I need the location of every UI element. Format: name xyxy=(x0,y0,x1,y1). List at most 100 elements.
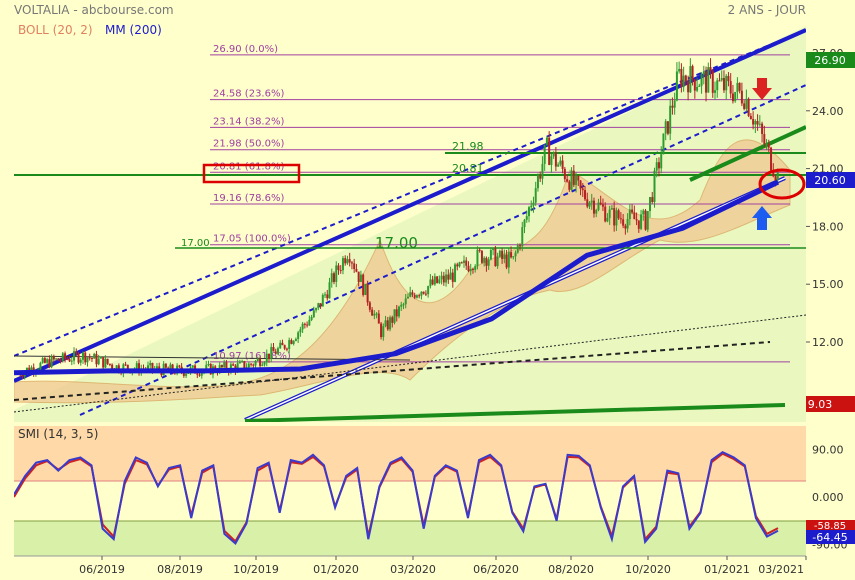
x-tick-label: 03/2021 xyxy=(758,563,804,576)
candle-body xyxy=(359,274,362,282)
candle-body xyxy=(725,75,728,91)
candle-body xyxy=(50,356,53,368)
candle-body xyxy=(263,362,266,365)
smi-tick-label: 90.00 xyxy=(812,444,844,457)
candle-body xyxy=(675,71,678,101)
black-dashed-trend xyxy=(14,341,771,401)
candle-body xyxy=(207,363,210,365)
candle-body xyxy=(81,352,84,360)
candle-body xyxy=(104,358,107,368)
candle-body xyxy=(292,340,295,344)
x-tick-label: 10/2019 xyxy=(233,563,279,576)
candle-body xyxy=(324,294,327,296)
candle-body xyxy=(243,361,246,369)
candle-body xyxy=(357,271,360,282)
candle-body xyxy=(552,152,555,157)
candle-body xyxy=(223,362,226,368)
fib-level-label: 26.90 (0.0%) xyxy=(213,44,278,55)
candle-body xyxy=(767,143,770,148)
candle-body xyxy=(115,365,118,371)
candle-body xyxy=(693,79,696,91)
candle-body xyxy=(294,339,297,341)
last-price-badge xyxy=(806,172,855,188)
candle-body xyxy=(182,371,185,376)
candle-body xyxy=(736,82,739,93)
candle-body xyxy=(196,373,199,375)
candle-body xyxy=(200,371,203,376)
fib-level-label: 23.14 (38.2%) xyxy=(213,116,284,127)
candle-body xyxy=(727,75,730,82)
high-price-badge-text: 26.90 xyxy=(814,54,846,67)
candle-body xyxy=(476,249,479,267)
candle-body xyxy=(566,179,569,182)
bollinger-band xyxy=(14,139,791,404)
candle-body xyxy=(317,303,320,309)
candle-body xyxy=(400,304,403,307)
price-tick-label: 18.00 xyxy=(812,220,844,233)
candle-body xyxy=(561,160,564,169)
legend-moving-average: MM (200) xyxy=(105,23,162,37)
candle-body xyxy=(770,147,773,171)
candle-body xyxy=(355,269,358,272)
candle-body xyxy=(617,210,620,219)
candle-body xyxy=(664,121,667,134)
candle-body xyxy=(707,67,710,93)
candle-body xyxy=(673,100,676,108)
smi-signal-badge xyxy=(806,520,855,530)
candle-body xyxy=(70,360,73,362)
candle-body xyxy=(442,275,445,283)
candle-body xyxy=(297,332,300,340)
candle-body xyxy=(30,367,33,373)
smi-tick-label: 0.000 xyxy=(812,491,844,504)
candle-body xyxy=(525,216,528,220)
candle-body xyxy=(684,75,687,82)
candle-body xyxy=(637,220,640,229)
candle-body xyxy=(474,266,477,270)
support-label-2081: 20.81 xyxy=(452,162,484,175)
fib-level-label: 21.98 (50.0%) xyxy=(213,139,284,150)
candle-body xyxy=(335,265,338,282)
candle-body xyxy=(88,357,91,359)
candle-body xyxy=(371,309,374,316)
candle-body xyxy=(377,313,380,324)
price-tick-label: 15.00 xyxy=(812,278,844,291)
last-price-badge-text: 20.60 xyxy=(814,174,846,187)
candle-body xyxy=(467,265,470,272)
candle-body xyxy=(615,210,618,226)
candle-body xyxy=(575,175,578,185)
candle-body xyxy=(106,358,109,364)
candle-body xyxy=(539,175,542,179)
candle-body xyxy=(738,82,741,91)
candle-body xyxy=(628,209,631,219)
candle-body xyxy=(73,351,76,361)
candle-body xyxy=(449,272,452,280)
candle-body xyxy=(402,304,405,306)
candle-body xyxy=(462,260,465,263)
candle-body xyxy=(624,225,627,229)
x-tick-label: 08/2020 xyxy=(548,563,594,576)
candle-body xyxy=(761,123,764,134)
candle-body xyxy=(39,362,42,370)
candle-body xyxy=(398,306,400,317)
candle-body xyxy=(299,329,302,333)
candle-body xyxy=(570,170,573,190)
candle-body xyxy=(55,358,58,360)
candle-body xyxy=(756,121,759,125)
candle-body xyxy=(492,248,495,251)
candle-body xyxy=(252,364,255,366)
candle-body xyxy=(496,256,499,267)
candle-body xyxy=(93,353,96,359)
candle-body xyxy=(718,80,721,82)
candle-body xyxy=(451,272,454,282)
candle-body xyxy=(754,121,757,125)
candle-body xyxy=(682,75,685,88)
support-label-2198: 21.98 xyxy=(452,140,484,153)
candle-body xyxy=(563,168,566,180)
candle-body xyxy=(557,164,560,167)
candle-body xyxy=(285,348,288,350)
low-price-badge xyxy=(806,396,855,412)
candle-body xyxy=(279,342,282,349)
candle-body xyxy=(406,296,409,299)
candle-body xyxy=(534,188,537,203)
candle-body xyxy=(512,256,515,258)
